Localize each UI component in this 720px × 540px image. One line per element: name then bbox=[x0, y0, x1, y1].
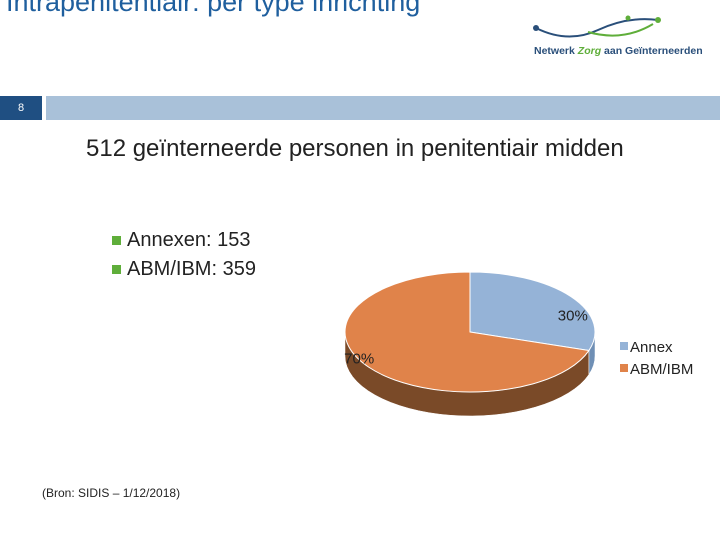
slide-heading: 512 geïnterneerde personen in penitentia… bbox=[86, 135, 624, 162]
pie-label-annex: 30% bbox=[558, 308, 588, 325]
legend-swatch-annex bbox=[620, 342, 628, 350]
logo-text: Netwerk Zorg aan Geïnterneerden bbox=[534, 45, 703, 57]
pie-chart: 30% 70% Annex ABM/IBM bbox=[344, 271, 693, 417]
bullet-list: Annexen: 153 ABM/IBM: 359 bbox=[112, 226, 256, 284]
bullet-item-annexen: Annexen: 153 bbox=[112, 226, 256, 255]
logo: Netwerk Zorg aan Geïnterneerden bbox=[528, 10, 714, 70]
bullet-square-icon bbox=[112, 265, 121, 274]
pie-label-abm-ibm: 70% bbox=[344, 350, 374, 367]
legend-swatch-abm-ibm bbox=[620, 364, 628, 372]
pie-slice-abm-ibm bbox=[344, 271, 590, 393]
legend-label-annex: Annex bbox=[630, 339, 673, 356]
header-bar bbox=[46, 96, 720, 120]
slide-title: Intrapenitentiair: per type inrichting bbox=[6, 0, 421, 17]
slide-number: 8 bbox=[0, 96, 42, 120]
pie-slice-annex bbox=[469, 271, 596, 352]
logo-swoosh-icon bbox=[533, 15, 661, 38]
legend-label-abm-ibm: ABM/IBM bbox=[630, 361, 693, 378]
source-note: (Bron: SIDIS – 1/12/2018) bbox=[42, 486, 181, 500]
bullet-item-abm-ibm: ABM/IBM: 359 bbox=[112, 255, 256, 284]
bullet-square-icon bbox=[112, 236, 121, 245]
